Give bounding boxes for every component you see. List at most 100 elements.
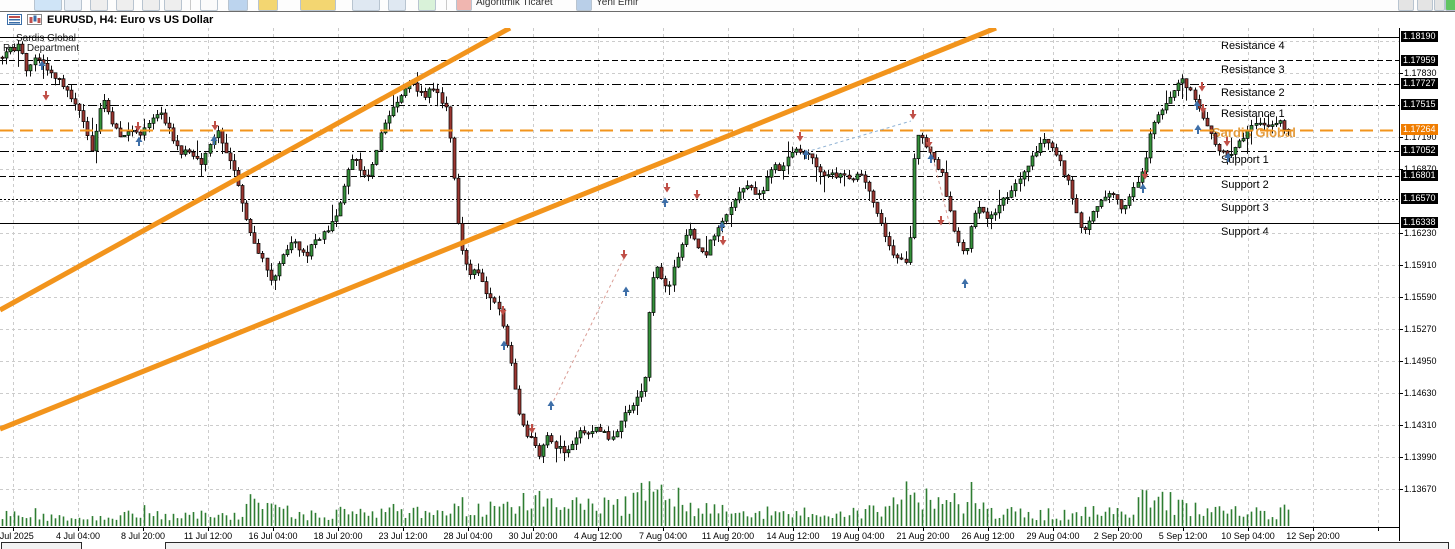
- volume-bar: [196, 518, 199, 526]
- candle-up: [1229, 154, 1234, 156]
- sell-arrow-icon: [1198, 86, 1206, 92]
- candle-up: [647, 312, 652, 378]
- volume-bar: [957, 504, 960, 526]
- background-window-2[interactable]: [165, 542, 1449, 549]
- candle-down: [956, 230, 961, 243]
- candle-up: [203, 152, 208, 165]
- toolbar-button-new-order-icon[interactable]: [576, 0, 592, 11]
- volume-bar: [770, 515, 773, 526]
- candle-up: [761, 190, 766, 194]
- toolbar-button-zoom-out[interactable]: [164, 0, 182, 11]
- candle-down: [554, 441, 559, 449]
- toolbar-button-chart-line[interactable]: [116, 0, 134, 11]
- toolbar-button-refresh-tool[interactable]: [1417, 0, 1433, 11]
- volume-bar: [815, 515, 818, 526]
- candle-up: [391, 106, 396, 117]
- candle-down: [118, 127, 123, 138]
- volume-bar: [485, 514, 488, 526]
- volume-bar: [811, 513, 814, 526]
- price-axis[interactable]: 1.17830 1.17190 1.16870 1.16230 1.15910 1.155…: [1399, 28, 1455, 541]
- volume-bar: [888, 505, 891, 526]
- candle-down: [224, 142, 229, 154]
- toolbar-button-zoom-in[interactable]: [142, 0, 160, 11]
- price-axis-level-box: 1.17727: [1401, 77, 1438, 89]
- candle-down: [1193, 89, 1198, 100]
- candle-up: [594, 426, 599, 432]
- time-axis[interactable]: 1 Jul 2025 4 Jul 04:00 8 Jul 20:00 11 Jul 1…: [0, 527, 1399, 542]
- toolbar-button-new-chart[interactable]: [200, 0, 218, 11]
- candle-up: [8, 46, 13, 53]
- time-tick: [273, 528, 274, 531]
- volume-bar: [766, 506, 769, 526]
- candle-down: [228, 152, 233, 162]
- candle-down: [944, 172, 949, 197]
- candle-up: [98, 108, 103, 132]
- price-axis-level-box: 1.16570: [1401, 193, 1438, 205]
- volume-bar: [290, 517, 293, 526]
- watermark-right: Sardis Global: [1212, 125, 1296, 140]
- volume-bar: [184, 512, 187, 526]
- toolbar-button-green-pill[interactable]: [1445, 0, 1455, 11]
- candle-up: [965, 248, 970, 252]
- candle-up: [1237, 140, 1242, 148]
- volume-bar: [970, 481, 973, 526]
- volume-bar: [70, 518, 73, 526]
- volume-bar: [164, 513, 167, 526]
- time-axis-label: 4 Aug 12:00: [573, 531, 623, 541]
- chart-plot-area[interactable]: [0, 28, 1399, 527]
- volume-bar: [563, 507, 566, 526]
- candle-down: [696, 238, 701, 249]
- volume-bar: [86, 519, 89, 526]
- candle-down: [533, 436, 538, 446]
- toolbar-button-profiles[interactable]: [228, 0, 248, 11]
- buy-arrow-icon: [547, 400, 555, 406]
- price-axis-level-box: 1.16338: [1401, 216, 1438, 228]
- volume-bar: [1210, 512, 1213, 526]
- candle-down: [663, 278, 668, 287]
- volume-bar: [1226, 513, 1229, 526]
- candle-down: [220, 130, 225, 144]
- volume-bar: [685, 511, 688, 526]
- volume-bar: [204, 512, 207, 526]
- background-window-1[interactable]: [1, 542, 82, 549]
- volume-bar: [229, 519, 232, 526]
- time-tick: [728, 528, 729, 531]
- candle-up: [997, 204, 1002, 214]
- volume-bar: [66, 520, 69, 526]
- candle-up: [216, 130, 221, 139]
- volume-bar: [127, 510, 130, 526]
- window-border: [0, 11, 1455, 12]
- volume-bar: [599, 513, 602, 526]
- candle-down: [952, 210, 957, 232]
- toolbar-button-algo-trading-icon[interactable]: [456, 0, 472, 11]
- volume-bar: [986, 508, 989, 526]
- candle-down: [269, 269, 274, 281]
- volume-bar: [648, 481, 651, 526]
- toolbar-button-templates[interactable]: [258, 0, 278, 11]
- toolbar-button-active-toggle[interactable]: [34, 0, 62, 11]
- candle-up: [322, 231, 327, 240]
- volume-bar: [457, 506, 460, 526]
- price-axis-label: 1.17830: [1404, 68, 1437, 79]
- candle-up: [1103, 196, 1108, 201]
- volume-bar: [50, 514, 53, 526]
- toolbar-button-chart-candles[interactable]: [90, 0, 108, 11]
- toolbar-button-add-indicator[interactable]: [418, 0, 436, 11]
- toolbar-button-letter-m[interactable]: [1434, 0, 1445, 11]
- time-axis-label: 11 Aug 20:00: [701, 531, 755, 541]
- toolbar-button-zoom-tool[interactable]: [1398, 0, 1414, 11]
- volume-bar: [1019, 508, 1022, 526]
- toolbar-button-crosshair[interactable]: [388, 0, 406, 11]
- toolbar-button-history-folder[interactable]: [300, 0, 336, 11]
- volume-bar: [949, 501, 952, 526]
- candle-up: [1156, 114, 1161, 123]
- volume-bar: [705, 503, 708, 526]
- buy-arrow-icon: [718, 221, 726, 227]
- volume-bar: [721, 504, 724, 526]
- toolbar-button-chart-bars[interactable]: [64, 0, 82, 11]
- price-axis-label: 1.15270: [1404, 324, 1437, 335]
- volume-bar: [933, 508, 936, 526]
- volume-bar: [1055, 518, 1058, 526]
- toolbar-button-nav-arrows[interactable]: [352, 0, 380, 11]
- volume-bar: [453, 503, 456, 526]
